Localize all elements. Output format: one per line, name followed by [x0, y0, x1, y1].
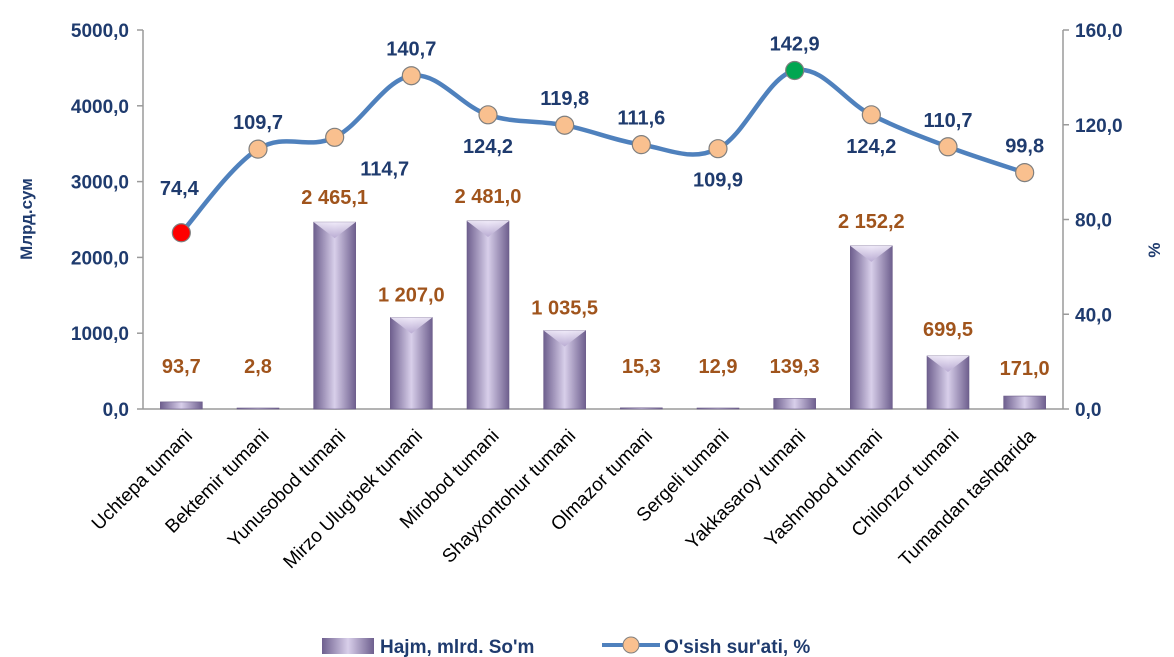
- growth-marker: [938, 137, 958, 157]
- bar-data-label: 139,3: [770, 356, 820, 378]
- growth-data-label: 142,9: [770, 34, 820, 56]
- left-tick-label: 2000,0: [71, 248, 129, 269]
- growth-marker: [248, 139, 268, 159]
- bar: [313, 221, 356, 410]
- right-axis-ticks: 0,0 40,0 80,0 120,0 160,0: [1063, 21, 1123, 421]
- left-tick-label: 5000,0: [71, 21, 129, 42]
- line-series: 74,4 109,7 114,7 140,7 124,2 119,8 111,6 109,9 1…: [160, 34, 1044, 243]
- growth-data-label: 110,7: [924, 110, 973, 132]
- growth-data-label: 114,7: [360, 158, 409, 180]
- growth-data-label: 124,2: [463, 136, 513, 158]
- growth-data-label: 99,8: [1005, 136, 1044, 158]
- bar: [773, 398, 816, 410]
- growth-data-label: 109,9: [693, 170, 743, 192]
- bar: [236, 407, 280, 410]
- growth-marker: [631, 135, 651, 155]
- bar-data-label: 2 465,1: [301, 187, 368, 209]
- right-tick-label: 40,0: [1075, 305, 1112, 326]
- left-tick-label: 1000,0: [71, 324, 129, 345]
- left-tick-label: 3000,0: [71, 173, 129, 194]
- bar-data-label: 699,5: [923, 319, 973, 341]
- legend-line-marker: [622, 636, 640, 654]
- growth-marker: [325, 127, 345, 147]
- bar-cap: [467, 220, 509, 237]
- bar-cap: [313, 222, 356, 239]
- bar-data-label: 93,7: [162, 356, 201, 378]
- left-axis-title: Млрд.сум: [17, 178, 36, 260]
- legend: Hajm, mlrd. So'm O'sish sur'ati, %: [322, 636, 810, 657]
- bar-cap: [543, 330, 586, 347]
- growth-marker: [555, 115, 575, 135]
- bar-data-label: 2,8: [244, 356, 272, 378]
- category-label: Shayxontohur tumani: [438, 426, 580, 568]
- bar-data-label: 2 152,2: [838, 211, 905, 233]
- growth-marker: [401, 66, 421, 86]
- right-axis-title: %: [1145, 242, 1164, 257]
- category-label: Mirzo Ulug'bek tumani: [280, 426, 427, 573]
- bar-series: 93,7 2,8 2 465,1 1 207,0 2 481,0 1 035,5 15,3 1…: [160, 186, 1050, 410]
- bar-data-label: 12,9: [699, 356, 738, 378]
- growth-marker: [171, 223, 191, 243]
- growth-marker: [708, 139, 728, 159]
- bar: [160, 401, 203, 410]
- bar: [466, 220, 510, 410]
- growth-marker: [785, 60, 805, 81]
- growth-data-label: 74,4: [160, 178, 200, 200]
- category-label: Tumandan tashqarida: [895, 425, 1040, 570]
- bar-data-label: 171,0: [1000, 358, 1050, 380]
- growth-data-label: 111,6: [617, 108, 665, 130]
- legend-bar-label: Hajm, mlrd. So'm: [380, 637, 534, 657]
- growth-marker: [478, 105, 498, 125]
- bar: [1003, 395, 1046, 410]
- bar-cap: [927, 355, 969, 372]
- bar: [696, 407, 740, 410]
- left-axis-ticks: 0,0 1000,0 2000,0 3000,0 4000,0 5000,0: [71, 21, 143, 421]
- right-tick-label: 0,0: [1075, 400, 1101, 421]
- bar-cap: [390, 317, 433, 334]
- bar-data-label: 15,3: [622, 356, 661, 378]
- growth-data-label: 119,8: [540, 88, 589, 110]
- growth-marker: [861, 105, 881, 125]
- legend-line-label: O'sish sur'ati, %: [664, 637, 810, 657]
- bar-data-label: 2 481,0: [455, 186, 522, 208]
- bar-data-label: 1 035,5: [531, 298, 598, 320]
- bar-cap: [850, 245, 893, 262]
- right-tick-label: 80,0: [1075, 211, 1112, 232]
- right-tick-label: 120,0: [1075, 116, 1123, 137]
- growth-marker: [1015, 162, 1035, 183]
- growth-data-label: 140,7: [386, 39, 436, 61]
- bar: [620, 407, 663, 410]
- left-tick-label: 4000,0: [71, 97, 129, 118]
- growth-data-label: 109,7: [233, 112, 283, 134]
- right-tick-label: 160,0: [1075, 21, 1123, 42]
- growth-data-label: 124,2: [846, 136, 896, 158]
- left-tick-label: 0,0: [103, 400, 129, 421]
- bar: [850, 245, 893, 410]
- legend-bar-swatch: [322, 638, 374, 654]
- bar-data-label: 1 207,0: [378, 285, 445, 307]
